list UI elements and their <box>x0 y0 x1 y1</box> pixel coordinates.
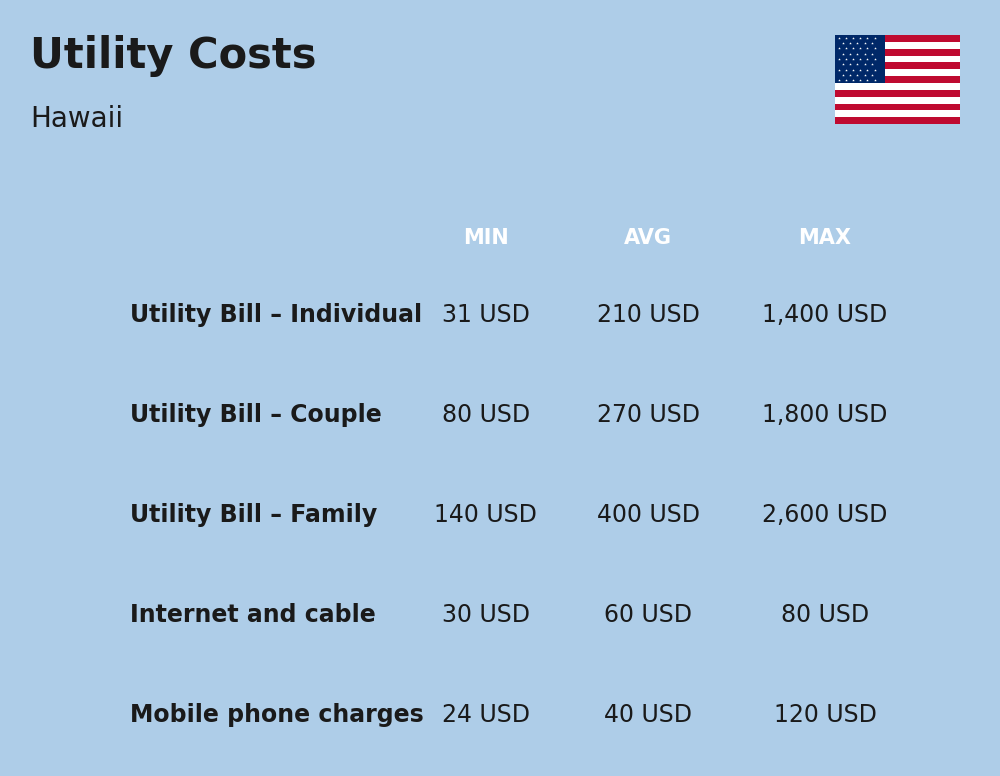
Text: Hawaii: Hawaii <box>30 105 123 133</box>
Text: 80 USD: 80 USD <box>442 403 530 427</box>
Text: 1,400 USD: 1,400 USD <box>762 303 888 327</box>
Text: 80 USD: 80 USD <box>781 603 869 627</box>
Bar <box>835 42 960 49</box>
Bar <box>835 76 960 83</box>
Text: Utility Bill – Couple: Utility Bill – Couple <box>130 403 382 427</box>
Text: 140 USD: 140 USD <box>434 503 537 527</box>
Bar <box>835 110 960 117</box>
Text: Utility Costs: Utility Costs <box>30 35 316 77</box>
Text: 1,800 USD: 1,800 USD <box>762 403 888 427</box>
Bar <box>835 62 960 69</box>
Text: 40 USD: 40 USD <box>604 703 692 727</box>
Bar <box>835 103 960 110</box>
Bar <box>835 117 960 124</box>
Text: 270 USD: 270 USD <box>597 403 700 427</box>
Text: 60 USD: 60 USD <box>604 603 692 627</box>
Bar <box>835 35 885 83</box>
Bar <box>835 56 960 62</box>
Text: 31 USD: 31 USD <box>442 303 530 327</box>
Text: 400 USD: 400 USD <box>597 503 700 527</box>
Text: MAX: MAX <box>799 227 852 248</box>
Text: 30 USD: 30 USD <box>442 603 530 627</box>
Text: Mobile phone charges: Mobile phone charges <box>130 703 424 727</box>
Bar <box>835 49 960 56</box>
Text: 24 USD: 24 USD <box>442 703 530 727</box>
Bar <box>835 90 960 97</box>
Bar <box>835 35 960 42</box>
Text: 2,600 USD: 2,600 USD <box>762 503 888 527</box>
Text: AVG: AVG <box>624 227 672 248</box>
Text: 210 USD: 210 USD <box>597 303 700 327</box>
Bar <box>835 97 960 103</box>
Text: MIN: MIN <box>463 227 509 248</box>
Bar <box>835 69 960 76</box>
Text: 120 USD: 120 USD <box>774 703 876 727</box>
Text: Internet and cable: Internet and cable <box>130 603 376 627</box>
Text: Utility Bill – Family: Utility Bill – Family <box>130 503 378 527</box>
Bar <box>835 83 960 90</box>
Text: Utility Bill – Individual: Utility Bill – Individual <box>130 303 422 327</box>
